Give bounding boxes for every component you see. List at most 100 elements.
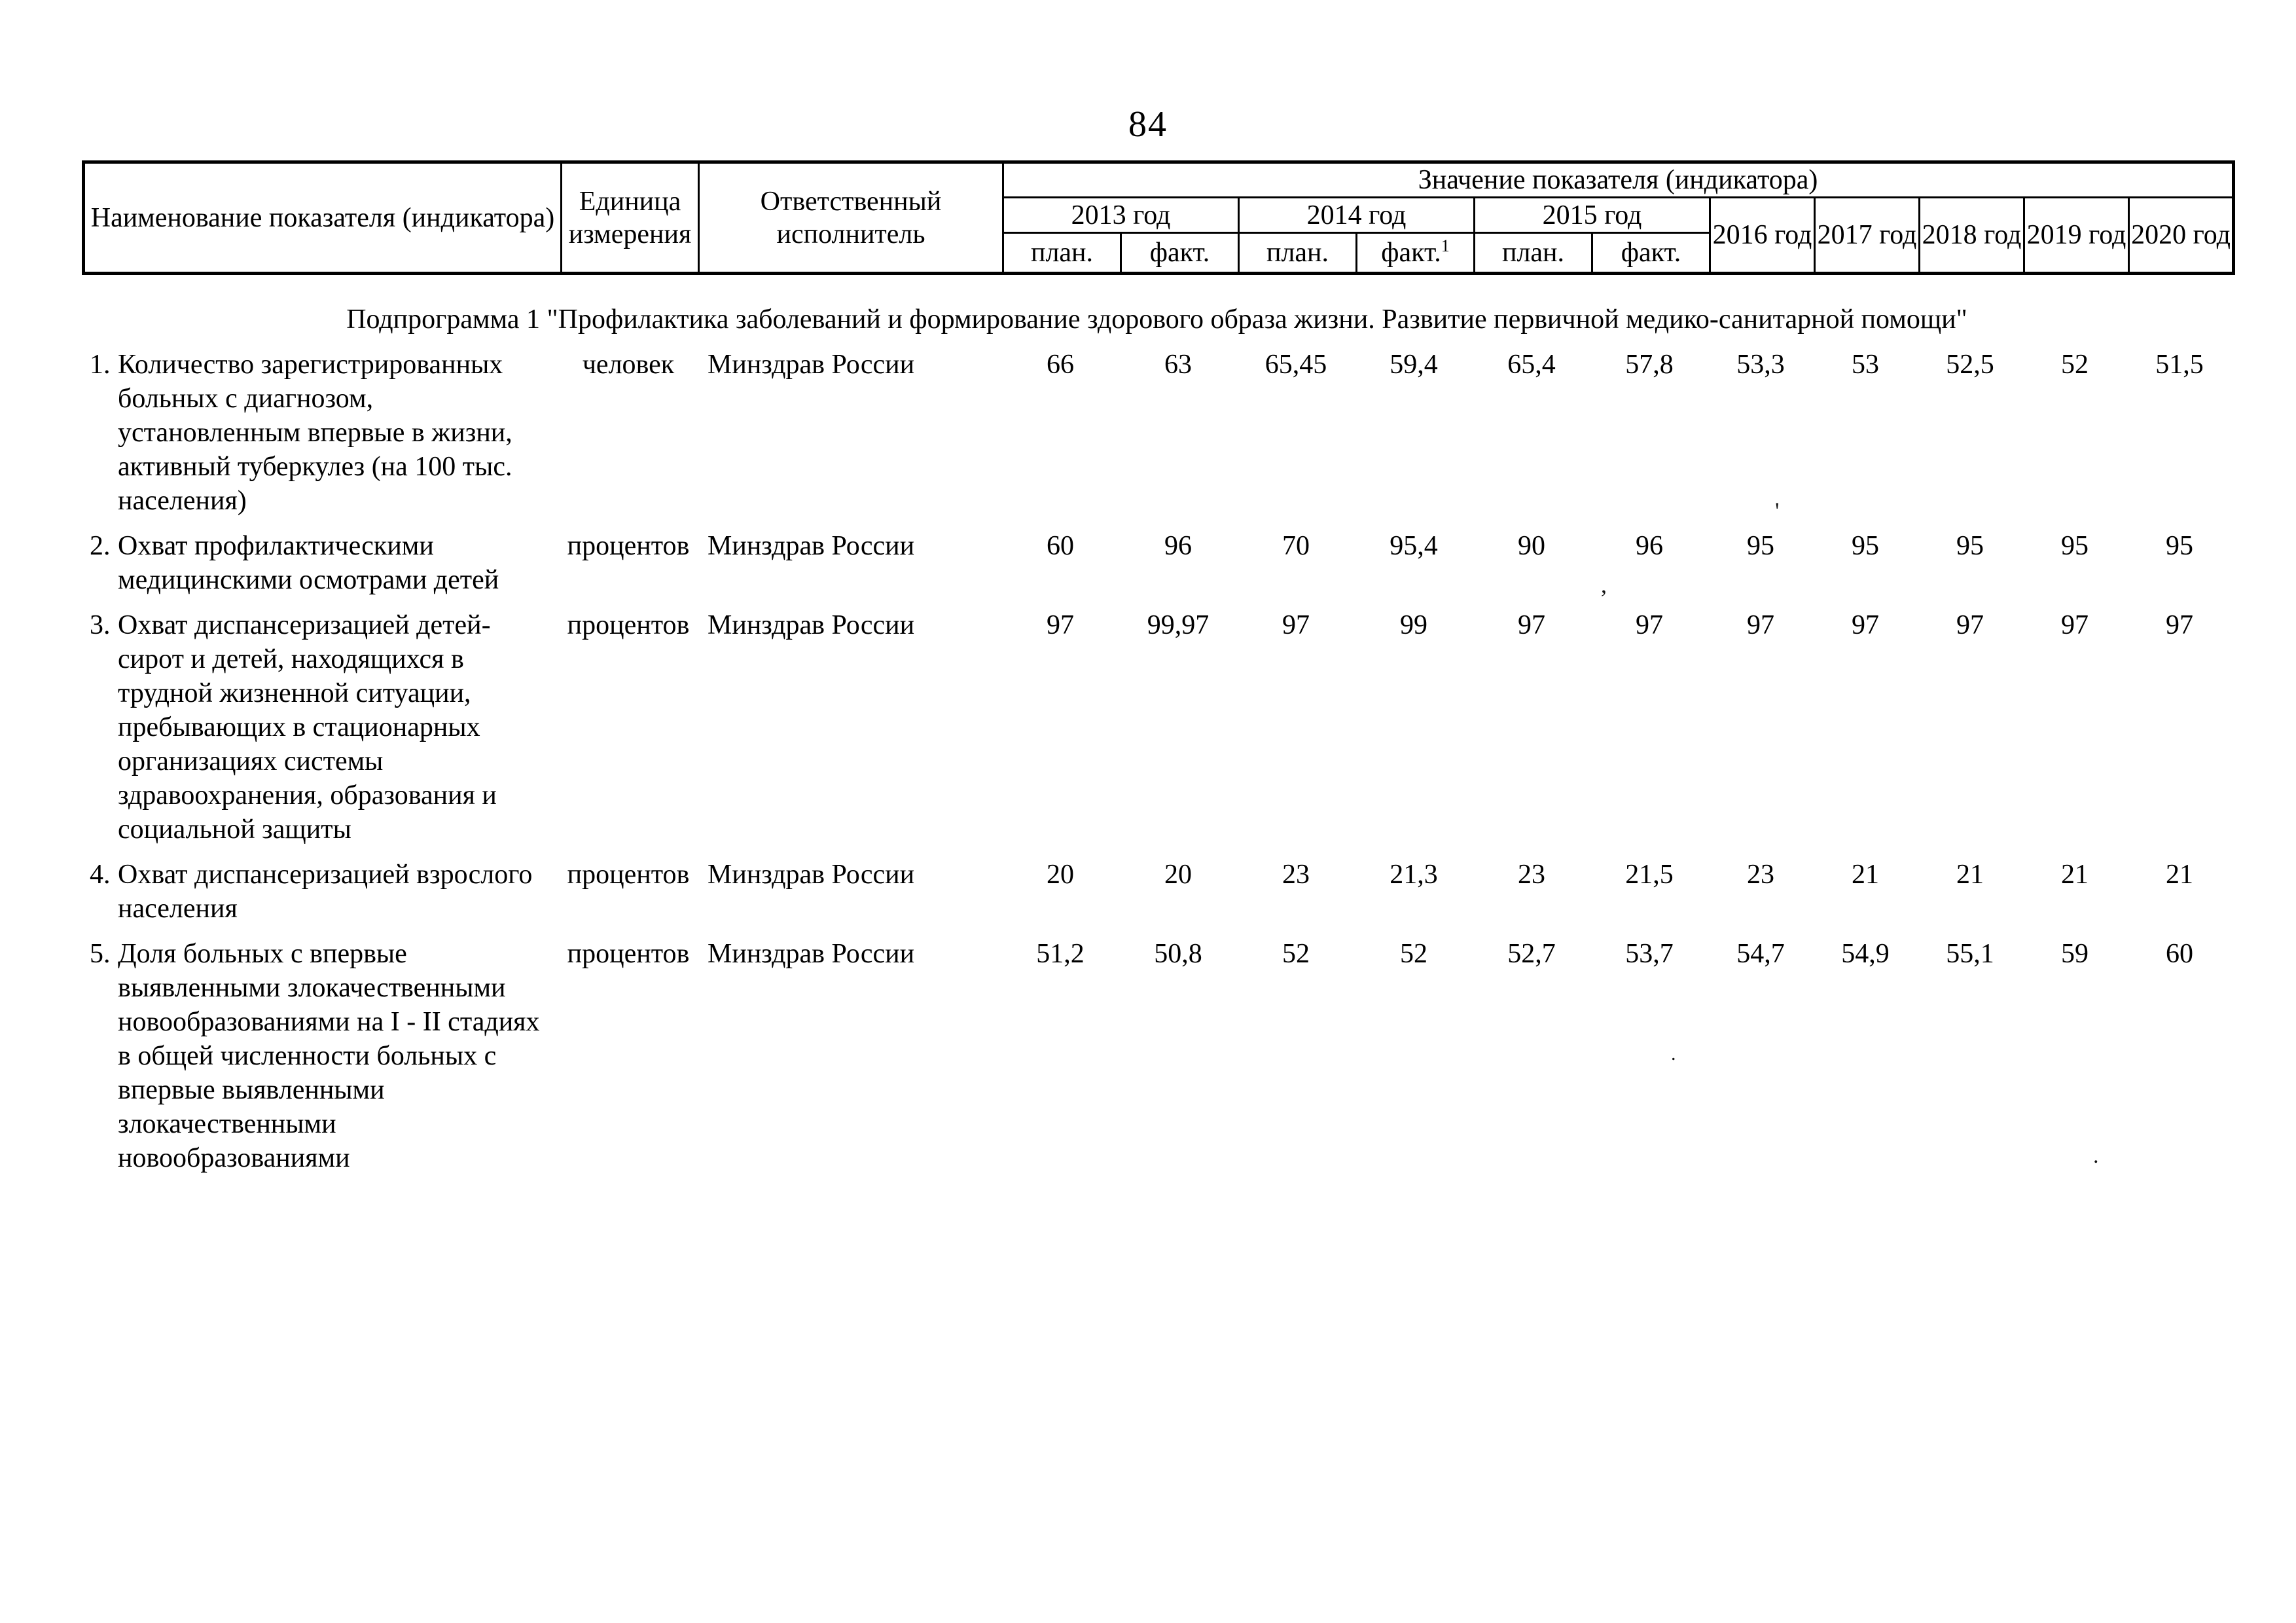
indicator-unit: процентов bbox=[567, 531, 690, 561]
row-number: 5. bbox=[90, 939, 111, 969]
value-2015-plan: 23 bbox=[1518, 860, 1545, 890]
value-2019: 52 bbox=[2061, 350, 2089, 380]
value-2016: 23 bbox=[1747, 860, 1774, 890]
value-2016: 95 bbox=[1747, 531, 1774, 561]
value-2014-plan: 52 bbox=[1282, 939, 1310, 969]
header-fact-2015: факт. bbox=[1591, 232, 1711, 274]
header-unit: Единица измерения bbox=[560, 161, 700, 274]
indicator-name: Доля больных с впервые выявленными злока… bbox=[118, 939, 540, 1173]
value-2015-plan: 65,4 bbox=[1507, 350, 1556, 380]
footnote-marker: 1 bbox=[1441, 236, 1450, 255]
value-2016: 54,7 bbox=[1736, 939, 1785, 969]
header-plan-2015: план. bbox=[1473, 232, 1593, 274]
value-2017: 97 bbox=[1852, 610, 1879, 640]
scan-artifact: . bbox=[1671, 1043, 1676, 1065]
value-2013-fact: 63 bbox=[1164, 350, 1192, 380]
value-2014-fact: 52 bbox=[1400, 939, 1427, 969]
scan-artifact: , bbox=[1601, 572, 1607, 598]
value-2020: 97 bbox=[2166, 610, 2193, 640]
header-year-2018: 2018 год bbox=[1918, 196, 2025, 274]
value-2018: 95 bbox=[1956, 531, 1984, 561]
header-fact-2014: факт.1 bbox=[1355, 232, 1475, 274]
value-2014-fact: 59,4 bbox=[1390, 350, 1438, 380]
value-2013-fact: 99,97 bbox=[1147, 610, 1210, 640]
value-2019: 59 bbox=[2061, 939, 2089, 969]
indicator-unit: человек bbox=[582, 350, 675, 380]
header-year-2013: 2013 год bbox=[1002, 196, 1240, 234]
indicator-responsible: Минздрав России bbox=[708, 531, 915, 561]
header-plan-2013: план. bbox=[1002, 232, 1122, 274]
header-year-2015: 2015 год bbox=[1473, 196, 1711, 234]
value-2020: 21 bbox=[2166, 860, 2193, 890]
value-2020: 60 bbox=[2166, 939, 2193, 969]
value-2014-fact: 95,4 bbox=[1390, 531, 1438, 561]
indicator-unit: процентов bbox=[567, 939, 690, 969]
indicator-table-header: Наименование показателя (индикатора) Еди… bbox=[82, 160, 2236, 275]
value-2015-plan: 52,7 bbox=[1507, 939, 1556, 969]
indicator-unit: процентов bbox=[567, 860, 690, 890]
value-2020: 95 bbox=[2166, 531, 2193, 561]
value-2019: 97 bbox=[2061, 610, 2089, 640]
value-2013-fact: 20 bbox=[1164, 860, 1192, 890]
value-2015-fact: 96 bbox=[1636, 531, 1663, 561]
header-indicator-name: Наименование показателя (индикатора) bbox=[82, 161, 562, 274]
header-year-2014: 2014 год bbox=[1238, 196, 1475, 234]
value-2013-plan: 51,2 bbox=[1036, 939, 1085, 969]
value-2016: 97 bbox=[1747, 610, 1774, 640]
value-2014-plan: 65,45 bbox=[1265, 350, 1327, 380]
value-2017: 54,9 bbox=[1841, 939, 1890, 969]
header-year-2019: 2019 год bbox=[2023, 196, 2130, 274]
indicator-responsible: Минздрав России bbox=[708, 860, 915, 890]
value-2013-fact: 96 bbox=[1164, 531, 1192, 561]
indicator-responsible: Минздрав России bbox=[708, 610, 915, 640]
header-fact-2013: факт. bbox=[1120, 232, 1240, 274]
value-2014-plan: 70 bbox=[1282, 531, 1310, 561]
scan-artifact: . bbox=[2093, 1144, 2099, 1168]
scan-artifact: ' bbox=[1775, 498, 1780, 524]
header-plan-2014: план. bbox=[1238, 232, 1357, 274]
value-2014-fact: 21,3 bbox=[1390, 860, 1438, 890]
indicator-responsible: Минздрав России bbox=[708, 350, 915, 380]
value-2017: 21 bbox=[1852, 860, 1879, 890]
indicator-name: Охват профилактическими медицинскими осм… bbox=[118, 531, 499, 595]
value-2013-plan: 97 bbox=[1047, 610, 1074, 640]
value-2015-plan: 90 bbox=[1518, 531, 1545, 561]
value-2015-plan: 97 bbox=[1518, 610, 1545, 640]
header-year-2016: 2016 год bbox=[1709, 196, 1816, 274]
indicator-name: Охват диспансеризацией детей-сирот и дет… bbox=[118, 610, 497, 845]
value-2020: 51,5 bbox=[2155, 350, 2204, 380]
value-2015-fact: 53,7 bbox=[1625, 939, 1674, 969]
row-number: 4. bbox=[90, 860, 111, 890]
page-number: 84 bbox=[1128, 104, 1168, 145]
value-2013-plan: 60 bbox=[1047, 531, 1074, 561]
value-2015-fact: 97 bbox=[1636, 610, 1663, 640]
value-2014-plan: 97 bbox=[1282, 610, 1310, 640]
header-responsible: Ответственный исполнитель bbox=[698, 161, 1004, 274]
value-2013-fact: 50,8 bbox=[1154, 939, 1202, 969]
value-2014-fact: 99 bbox=[1400, 610, 1427, 640]
row-number: 3. bbox=[90, 610, 111, 640]
indicator-responsible: Минздрав России bbox=[708, 939, 915, 969]
value-2013-plan: 20 bbox=[1047, 860, 1074, 890]
value-2016: 53,3 bbox=[1736, 350, 1785, 380]
row-number: 2. bbox=[90, 531, 111, 561]
row-number: 1. bbox=[90, 350, 111, 380]
value-2019: 95 bbox=[2061, 531, 2089, 561]
value-2018: 55,1 bbox=[1946, 939, 1994, 969]
header-fact-2014-label: факт. bbox=[1381, 238, 1441, 268]
value-2013-plan: 66 bbox=[1047, 350, 1074, 380]
value-2017: 95 bbox=[1852, 531, 1879, 561]
indicator-name: Количество зарегистрированных больных с … bbox=[118, 350, 512, 516]
value-2014-plan: 23 bbox=[1282, 860, 1310, 890]
value-2018: 52,5 bbox=[1946, 350, 1994, 380]
indicator-unit: процентов bbox=[567, 610, 690, 640]
value-2015-fact: 21,5 bbox=[1625, 860, 1674, 890]
value-2017: 53 bbox=[1852, 350, 1879, 380]
indicator-name: Охват диспансеризацией взрослого населен… bbox=[118, 860, 533, 924]
subprogram-title: Подпрограмма 1 "Профилактика заболеваний… bbox=[346, 304, 1967, 335]
header-year-2020: 2020 год bbox=[2127, 196, 2235, 274]
header-year-2017: 2017 год bbox=[1814, 196, 1920, 274]
value-2018: 21 bbox=[1956, 860, 1984, 890]
indicator-table-body: Подпрограмма 1 "Профилактика заболеваний… bbox=[82, 302, 2232, 1175]
